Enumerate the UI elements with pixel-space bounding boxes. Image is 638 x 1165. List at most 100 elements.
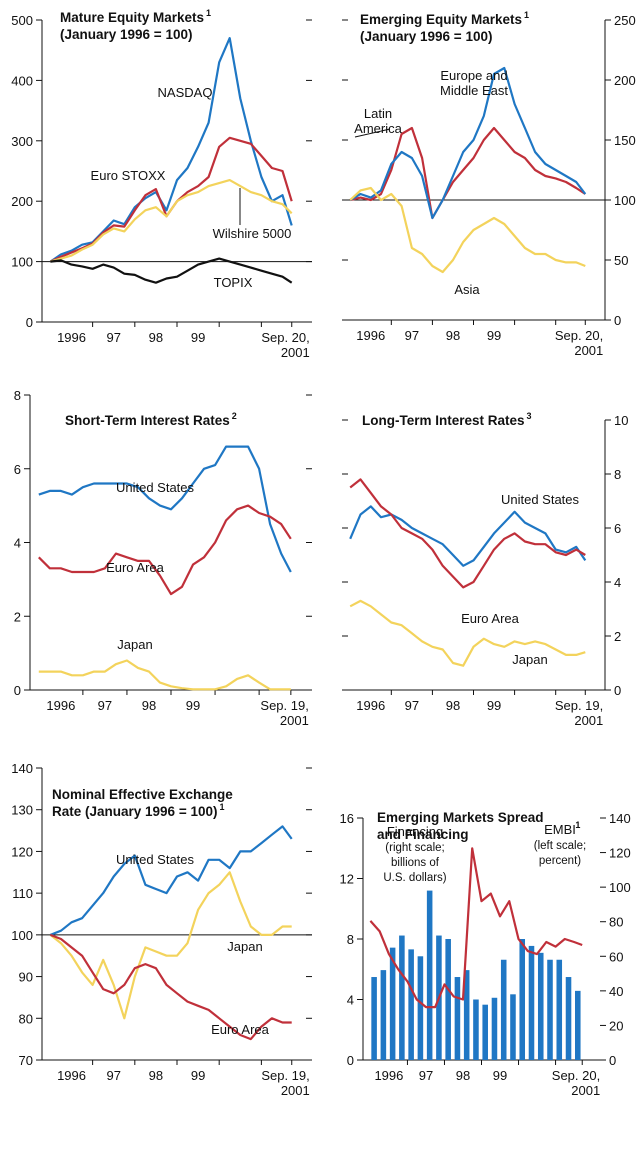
y-tick-label: 120 bbox=[11, 844, 33, 859]
y-tick-label: 110 bbox=[12, 886, 33, 901]
y-tick-label: 100 bbox=[11, 255, 33, 270]
title-note: 1 bbox=[206, 8, 211, 18]
line-series bbox=[349, 478, 586, 589]
x-tick-label: 97 bbox=[98, 698, 112, 713]
y-tick-label: 300 bbox=[11, 134, 33, 149]
line-series bbox=[50, 933, 292, 1041]
bar bbox=[463, 970, 470, 1060]
line-series bbox=[349, 126, 586, 220]
x-tick-label: 1996 bbox=[57, 330, 86, 345]
y2-tick-label: 40 bbox=[609, 984, 623, 999]
x-tick-label: 1996 bbox=[356, 698, 385, 713]
line-series bbox=[50, 257, 293, 284]
y-tick-label: 4 bbox=[614, 575, 621, 590]
x-tick-label: 1996 bbox=[46, 698, 75, 713]
bar bbox=[491, 997, 498, 1060]
x-tick-label: Sep. 20, 2001 bbox=[552, 1068, 600, 1098]
chart-title: Short-Term Interest Rates bbox=[65, 413, 230, 428]
bar bbox=[371, 977, 377, 1060]
bar bbox=[408, 949, 414, 1060]
bar bbox=[575, 990, 581, 1060]
bar bbox=[380, 970, 387, 1060]
y-tick-label: 0 bbox=[26, 315, 33, 330]
y-tick-label: 0 bbox=[14, 683, 21, 698]
series-label: United States bbox=[501, 492, 580, 507]
x-tick-label: Sep. 19, 2001 bbox=[260, 698, 308, 728]
series-label: Euro STOXX bbox=[91, 168, 166, 183]
x-tick-label: 98 bbox=[446, 698, 460, 713]
line-series bbox=[349, 599, 586, 667]
y-tick-label: 100 bbox=[614, 193, 636, 208]
line-series bbox=[349, 66, 587, 220]
x-tick-label: 1996 bbox=[374, 1068, 403, 1083]
x-tick-label: 99 bbox=[191, 1068, 205, 1083]
series-label: Latin America bbox=[354, 106, 402, 136]
series-note: (right scale; billions of U.S. dollars) bbox=[383, 842, 446, 884]
line-series bbox=[49, 871, 292, 1020]
bar bbox=[519, 939, 526, 1060]
x-tick-label: 98 bbox=[149, 330, 163, 345]
chart-title: Mature Equity Markets bbox=[60, 10, 204, 25]
x-tick-label: 1996 bbox=[57, 1068, 86, 1083]
bar bbox=[510, 994, 516, 1060]
y2-tick-label: 20 bbox=[609, 1018, 623, 1033]
y-tick-label: 70 bbox=[19, 1053, 33, 1068]
x-tick-label: 99 bbox=[186, 698, 200, 713]
series-label: EMBI bbox=[544, 822, 576, 837]
series-label: NASDAQ bbox=[158, 85, 213, 100]
title-note: 1 bbox=[219, 802, 224, 812]
x-tick-label: 98 bbox=[142, 698, 156, 713]
bar bbox=[389, 947, 396, 1060]
y-tick-label: 80 bbox=[19, 1011, 33, 1026]
y-tick-label: 140 bbox=[11, 761, 33, 776]
y-tick-label: 200 bbox=[11, 194, 33, 209]
line-series bbox=[38, 504, 292, 596]
y2-tick-label: 80 bbox=[609, 915, 623, 930]
y-tick-label: 2 bbox=[614, 629, 621, 644]
bar bbox=[482, 1004, 488, 1060]
line-series bbox=[50, 179, 293, 263]
x-tick-label: 99 bbox=[493, 1068, 507, 1083]
line-series bbox=[38, 445, 292, 573]
y-tick-label: 500 bbox=[11, 13, 33, 28]
line-series bbox=[349, 186, 586, 274]
y-tick-label: 16 bbox=[340, 811, 354, 826]
y2-tick-label: 100 bbox=[609, 880, 631, 895]
x-tick-label: Sep. 19, 2001 bbox=[555, 698, 603, 728]
chart-title: Emerging Equity Markets bbox=[360, 12, 522, 27]
series-label: United States bbox=[116, 480, 195, 495]
title-note: 3 bbox=[527, 411, 532, 421]
bar bbox=[426, 890, 433, 1060]
series-note: (left scale; percent) bbox=[534, 840, 586, 867]
x-tick-label: 98 bbox=[456, 1068, 470, 1083]
y-tick-label: 100 bbox=[11, 928, 33, 943]
bar bbox=[528, 945, 535, 1060]
y-tick-label: 50 bbox=[614, 253, 628, 268]
x-tick-label: Sep. 20, 2001 bbox=[261, 330, 309, 360]
chart-title: Nominal Effective Exchange bbox=[52, 787, 233, 802]
line-series bbox=[369, 847, 583, 1009]
chart-title: Long-Term Interest Rates bbox=[362, 413, 525, 428]
y-tick-label: 0 bbox=[347, 1053, 354, 1068]
y-tick-label: 12 bbox=[340, 872, 354, 887]
x-tick-label: Sep. 19, 2001 bbox=[261, 1068, 309, 1098]
leader-line bbox=[354, 128, 391, 138]
y-tick-label: 8 bbox=[347, 932, 354, 947]
series-label: Europe and Middle East bbox=[440, 68, 508, 98]
series-label: United States bbox=[116, 852, 195, 867]
y2-tick-label: 140 bbox=[609, 811, 631, 826]
x-tick-label: 99 bbox=[191, 330, 205, 345]
y2-tick-label: 60 bbox=[609, 949, 623, 964]
x-tick-label: 99 bbox=[487, 698, 501, 713]
y-tick-label: 0 bbox=[614, 313, 621, 328]
bar bbox=[445, 939, 451, 1060]
y-tick-label: 130 bbox=[11, 803, 33, 818]
y-tick-label: 0 bbox=[614, 683, 621, 698]
title-note: 2 bbox=[232, 411, 237, 421]
y2-tick-label: 0 bbox=[609, 1053, 616, 1068]
line-series bbox=[349, 505, 587, 567]
line-series bbox=[38, 659, 291, 691]
bar bbox=[399, 935, 405, 1060]
line-series bbox=[49, 825, 293, 936]
